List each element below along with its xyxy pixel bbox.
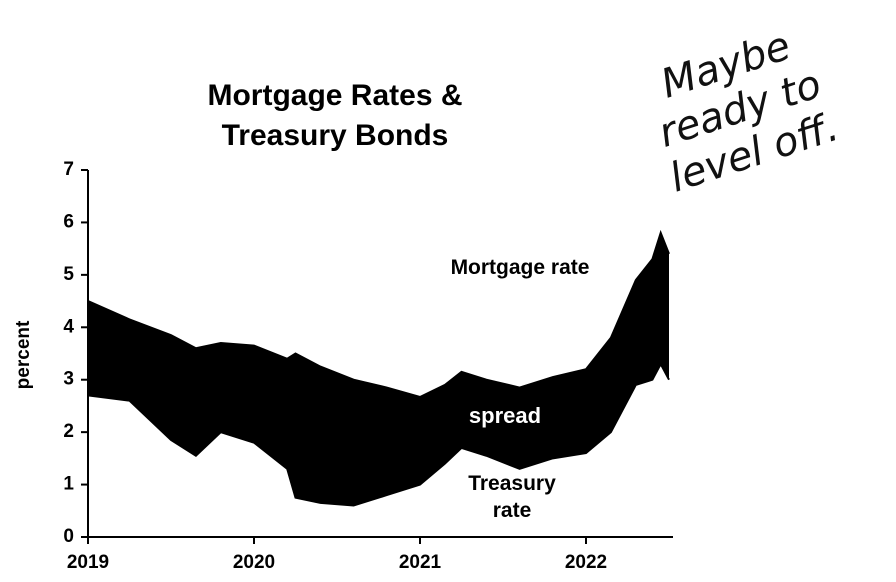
x-tick-label: 2019 bbox=[67, 552, 109, 573]
y-tick-label: 0 bbox=[63, 526, 74, 547]
series-label: Treasury rate bbox=[468, 472, 556, 522]
y-tick-label: 2 bbox=[63, 421, 74, 442]
x-tick-label: 2021 bbox=[399, 552, 442, 573]
band-label: spread bbox=[468, 403, 542, 428]
x-tick-label: 2022 bbox=[565, 552, 607, 573]
y-tick-label: 7 bbox=[63, 159, 74, 180]
y-tick-label: 6 bbox=[63, 211, 74, 232]
y-tick-label: 3 bbox=[63, 369, 74, 390]
series-line bbox=[87, 229, 670, 399]
chart-title: Mortgage Rates & Treasury Bonds bbox=[207, 79, 463, 152]
y-tick-label: 1 bbox=[63, 474, 74, 495]
y-tick-label: 4 bbox=[63, 316, 74, 337]
series-line bbox=[87, 361, 670, 507]
series-label: Mortgage rate bbox=[450, 256, 590, 279]
x-tick-label: 2020 bbox=[233, 552, 275, 573]
spread-band bbox=[88, 232, 669, 506]
y-tick-label: 5 bbox=[63, 264, 74, 285]
y-axis-label: percent bbox=[13, 320, 34, 389]
